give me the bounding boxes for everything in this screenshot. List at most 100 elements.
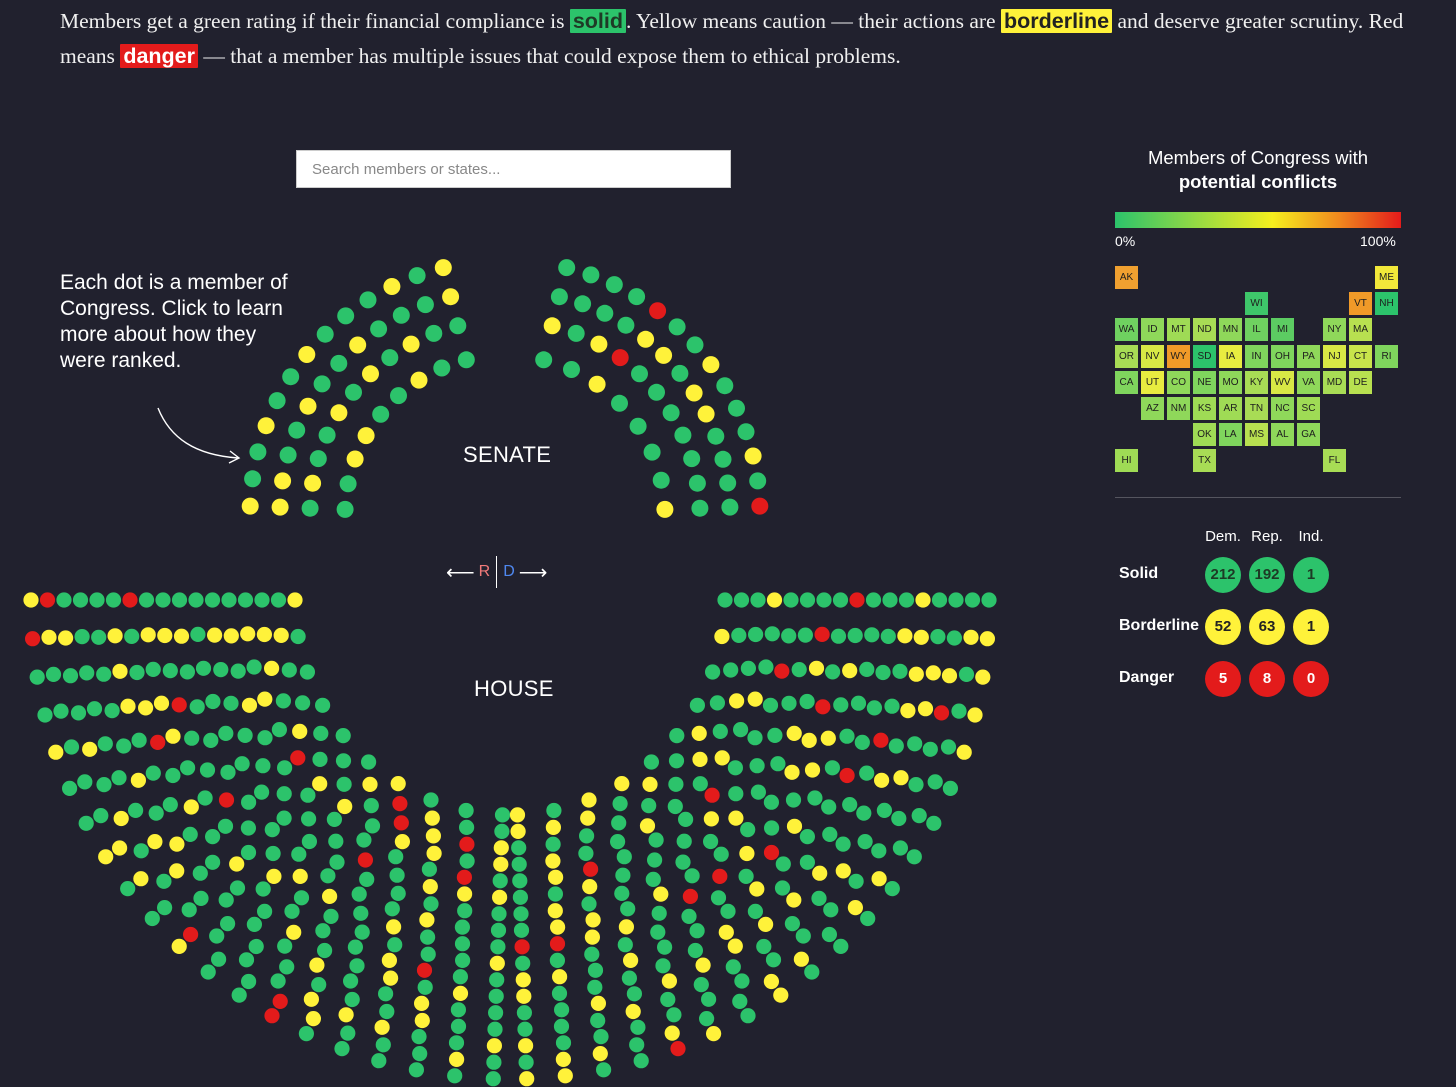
member-dot[interactable] bbox=[286, 924, 302, 940]
member-dot[interactable] bbox=[255, 881, 271, 897]
member-dot[interactable] bbox=[144, 910, 160, 927]
member-dot[interactable] bbox=[842, 797, 858, 813]
member-dot[interactable] bbox=[692, 776, 708, 792]
member-dot[interactable] bbox=[670, 1041, 686, 1057]
member-dot[interactable] bbox=[316, 325, 334, 343]
member-dot[interactable] bbox=[749, 758, 765, 774]
member-dot[interactable] bbox=[372, 405, 390, 423]
member-dot[interactable] bbox=[535, 351, 553, 369]
member-dot[interactable] bbox=[189, 699, 205, 715]
member-dot[interactable] bbox=[275, 693, 291, 709]
member-dot[interactable] bbox=[750, 592, 766, 608]
member-dot[interactable] bbox=[732, 993, 748, 1010]
member-dot[interactable] bbox=[669, 728, 685, 744]
member-dot[interactable] bbox=[205, 693, 221, 710]
member-dot[interactable] bbox=[423, 792, 439, 808]
member-dot[interactable] bbox=[273, 627, 289, 644]
member-dot[interactable] bbox=[459, 836, 475, 852]
state-tile-mi[interactable]: MI bbox=[1271, 318, 1294, 342]
member-dot[interactable] bbox=[611, 815, 627, 831]
member-dot[interactable] bbox=[653, 886, 669, 902]
member-dot[interactable] bbox=[685, 384, 703, 402]
member-dot[interactable] bbox=[454, 919, 470, 935]
member-dot[interactable] bbox=[842, 663, 858, 679]
member-dot[interactable] bbox=[171, 938, 187, 955]
member-dot[interactable] bbox=[246, 659, 262, 675]
state-tile-nm[interactable]: NM bbox=[1167, 397, 1190, 420]
member-dot[interactable] bbox=[927, 774, 943, 790]
member-dot[interactable] bbox=[23, 592, 39, 608]
member-dot[interactable] bbox=[145, 661, 161, 678]
member-dot[interactable] bbox=[362, 365, 379, 383]
member-dot[interactable] bbox=[629, 1037, 645, 1053]
member-dot[interactable] bbox=[450, 1002, 466, 1018]
member-dot[interactable] bbox=[113, 810, 129, 827]
member-dot[interactable] bbox=[975, 669, 991, 685]
member-dot[interactable] bbox=[764, 820, 780, 836]
member-dot[interactable] bbox=[871, 843, 887, 859]
member-dot[interactable] bbox=[370, 320, 388, 338]
member-dot[interactable] bbox=[621, 970, 638, 986]
member-dot[interactable] bbox=[808, 660, 825, 676]
member-dot[interactable] bbox=[197, 790, 213, 806]
member-dot[interactable] bbox=[728, 399, 745, 417]
member-dot[interactable] bbox=[181, 902, 197, 918]
member-dot[interactable] bbox=[217, 818, 234, 834]
state-tile-az[interactable]: AZ bbox=[1141, 397, 1164, 420]
member-dot[interactable] bbox=[353, 905, 369, 921]
member-dot[interactable] bbox=[458, 802, 474, 819]
member-dot[interactable] bbox=[590, 1012, 606, 1029]
state-tile-md[interactable]: MD bbox=[1323, 370, 1346, 394]
member-dot[interactable] bbox=[941, 668, 958, 684]
member-dot[interactable] bbox=[865, 592, 882, 608]
member-dot[interactable] bbox=[617, 937, 633, 953]
member-dot[interactable] bbox=[456, 869, 472, 885]
member-dot[interactable] bbox=[488, 988, 504, 1004]
member-dot[interactable] bbox=[784, 916, 801, 932]
member-dot[interactable] bbox=[488, 1005, 504, 1021]
member-dot[interactable] bbox=[486, 1054, 502, 1070]
member-dot[interactable] bbox=[254, 592, 270, 608]
member-dot[interactable] bbox=[485, 1071, 501, 1087]
member-dot[interactable] bbox=[922, 741, 938, 757]
member-dot[interactable] bbox=[489, 972, 505, 988]
member-dot[interactable] bbox=[614, 885, 630, 902]
member-dot[interactable] bbox=[709, 695, 726, 711]
member-dot[interactable] bbox=[650, 924, 666, 940]
member-dot[interactable] bbox=[839, 728, 855, 744]
member-dot[interactable] bbox=[548, 869, 564, 885]
member-dot[interactable] bbox=[264, 822, 280, 838]
member-dot[interactable] bbox=[946, 630, 963, 646]
member-dot[interactable] bbox=[691, 499, 709, 517]
member-dot[interactable] bbox=[209, 928, 225, 944]
member-dot[interactable] bbox=[315, 697, 331, 713]
member-dot[interactable] bbox=[668, 318, 686, 336]
member-dot[interactable] bbox=[641, 798, 657, 814]
member-dot[interactable] bbox=[422, 879, 438, 895]
member-dot[interactable] bbox=[490, 939, 506, 955]
member-dot[interactable] bbox=[79, 665, 95, 681]
member-dot[interactable] bbox=[596, 304, 614, 322]
member-dot[interactable] bbox=[785, 792, 802, 808]
member-dot[interactable] bbox=[616, 849, 632, 865]
member-dot[interactable] bbox=[699, 1011, 715, 1027]
member-dot[interactable] bbox=[611, 394, 628, 412]
member-dot[interactable] bbox=[112, 840, 128, 856]
member-dot[interactable] bbox=[293, 890, 310, 906]
member-dot[interactable] bbox=[747, 691, 763, 707]
member-dot[interactable] bbox=[193, 890, 209, 907]
member-dot[interactable] bbox=[979, 631, 996, 647]
member-dot[interactable] bbox=[315, 923, 331, 939]
member-dot[interactable] bbox=[264, 1008, 280, 1024]
member-dot[interactable] bbox=[857, 834, 873, 850]
member-dot[interactable] bbox=[29, 669, 45, 685]
member-dot[interactable] bbox=[277, 938, 293, 954]
member-dot[interactable] bbox=[124, 628, 140, 645]
state-tile-de[interactable]: DE bbox=[1349, 370, 1372, 394]
member-dot[interactable] bbox=[190, 626, 206, 643]
member-dot[interactable] bbox=[41, 629, 57, 645]
member-dot[interactable] bbox=[448, 1035, 465, 1051]
member-dot[interactable] bbox=[702, 356, 720, 374]
member-dot[interactable] bbox=[133, 843, 149, 859]
member-dot[interactable] bbox=[786, 818, 803, 834]
